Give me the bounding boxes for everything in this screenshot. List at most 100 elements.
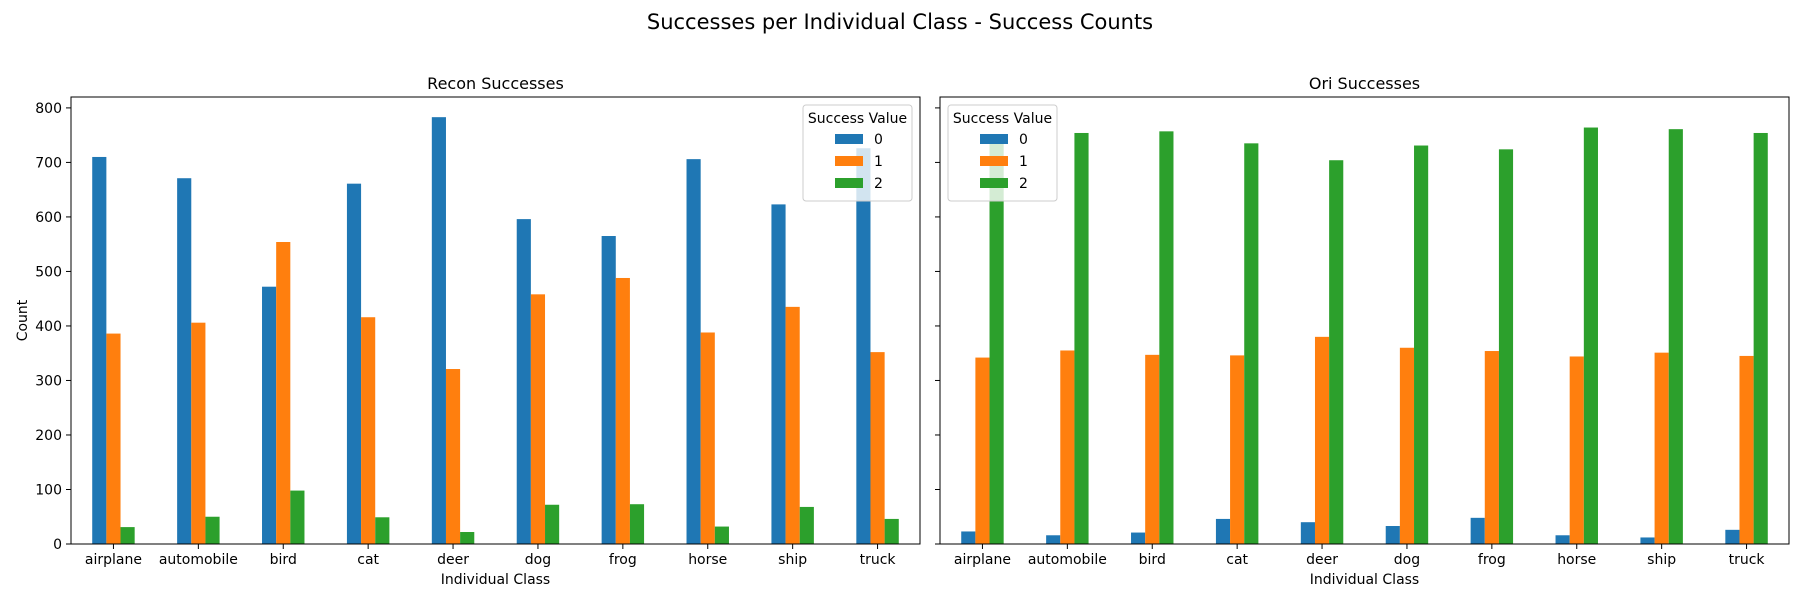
x-axis-label: Individual Class (441, 572, 550, 588)
x-tick-label: airplane (954, 552, 1011, 568)
legend-box (802, 104, 913, 202)
chart-panel-0: Recon Successes 0 100 200 300 400 500 600 700 800… (15, 74, 921, 588)
bar-1-dog (530, 294, 546, 544)
bar-2-cat (1244, 143, 1259, 544)
x-tick-label: automobile (159, 552, 238, 568)
bar-1-bird (276, 242, 291, 544)
y-tick-label: 600 (35, 210, 62, 226)
bar-0-airplane (961, 531, 976, 544)
axes-title: Recon Successes (427, 74, 564, 93)
x-tick-label: ship (778, 552, 807, 568)
bar-1-horse (1569, 356, 1584, 544)
bar-2-airplane (120, 527, 135, 544)
bar-1-dog (1399, 347, 1415, 544)
bar-1-deer (1314, 336, 1330, 544)
bar-2-deer (1329, 160, 1344, 545)
bar-2-airplane (989, 137, 1004, 544)
y-tick-label: 700 (35, 155, 62, 171)
bar-0-cat (1215, 518, 1231, 544)
x-tick-label: bird (1139, 552, 1166, 568)
bar-2-deer (460, 532, 475, 544)
x-tick-label: frog (609, 552, 637, 568)
legend: Success Value 0 1 2 (802, 104, 913, 202)
bar-0-truck (1725, 529, 1740, 544)
chart-panel-1: Ori Successes airplane automobile bird cat de… (935, 74, 1790, 588)
legend-label-0: 0 (1019, 132, 1028, 148)
legend-label-2: 2 (874, 176, 883, 192)
bar-2-dog (545, 504, 560, 544)
legend-swatch-1 (835, 156, 863, 166)
legend-swatch-2 (980, 178, 1008, 188)
bar-2-ship (1668, 129, 1683, 544)
legend-swatch-0 (980, 134, 1008, 144)
bar-1-horse (700, 332, 715, 544)
x-tick-label: dog (1394, 552, 1420, 568)
bar-2-cat (375, 517, 390, 544)
x-tick-label: truck (860, 552, 897, 568)
bar-1-automobile (1060, 350, 1075, 544)
figure-title: Successes per Individual Class - Success… (647, 10, 1153, 34)
legend-title: Success Value (808, 111, 907, 127)
legend-label-1: 1 (874, 154, 883, 170)
x-tick-label: truck (1729, 552, 1766, 568)
bar-1-ship (785, 306, 800, 544)
bar-0-horse (686, 159, 701, 544)
legend-label-1: 1 (1019, 154, 1028, 170)
x-tick-label: automobile (1028, 552, 1107, 568)
bar-1-deer (445, 369, 461, 544)
bar-1-bird (1145, 354, 1160, 544)
bar-2-frog (629, 504, 645, 544)
y-tick-label: 400 (35, 319, 62, 335)
x-tick-label: cat (1226, 552, 1248, 568)
bar-1-cat (361, 317, 376, 544)
x-tick-label: dog (525, 552, 551, 568)
legend-swatch-2 (835, 178, 863, 188)
bar-2-horse (1583, 127, 1598, 544)
legend-box (947, 104, 1058, 202)
bar-1-frog (1484, 351, 1499, 544)
bar-2-horse (714, 526, 729, 544)
x-tick-label: airplane (85, 552, 142, 568)
y-tick-label: 100 (35, 482, 62, 498)
legend-label-0: 0 (874, 132, 883, 148)
bar-2-automobile (205, 516, 220, 544)
axes-frame (70, 96, 921, 545)
bar-2-dog (1414, 145, 1429, 544)
bar-2-bird (1159, 131, 1174, 544)
legend-title: Success Value (953, 111, 1052, 127)
legend-swatch-0 (835, 134, 863, 144)
bar-0-frog (1470, 517, 1485, 544)
bar-2-frog (1498, 149, 1514, 544)
x-tick-label: horse (688, 552, 727, 568)
x-tick-label: bird (270, 552, 297, 568)
bar-0-dog (1385, 526, 1400, 544)
y-tick-label: 800 (35, 101, 62, 117)
bar-1-airplane (106, 333, 121, 544)
bar-0-bird (262, 286, 277, 544)
bar-0-cat (346, 183, 362, 545)
x-tick-label: deer (1306, 552, 1338, 568)
bar-0-ship (1640, 537, 1655, 544)
bar-0-deer (1300, 522, 1315, 544)
x-tick-label: horse (1557, 552, 1596, 568)
bar-0-ship (771, 204, 786, 544)
legend: Success Value 0 1 2 (947, 104, 1058, 202)
bar-0-airplane (92, 156, 107, 544)
bar-2-truck (884, 518, 899, 544)
bar-0-truck (856, 148, 871, 545)
bar-1-automobile (191, 322, 206, 544)
x-axis-label: Individual Class (1310, 572, 1419, 588)
bar-1-cat (1230, 355, 1245, 544)
bar-1-airplane (975, 357, 990, 544)
bar-1-frog (615, 277, 630, 544)
y-tick-label: 500 (35, 264, 62, 280)
bar-2-bird (290, 490, 305, 544)
x-tick-label: cat (357, 552, 379, 568)
bar-2-ship (799, 506, 814, 544)
bar-0-automobile (1046, 535, 1061, 544)
legend-swatch-1 (980, 156, 1008, 166)
y-tick-label: 300 (35, 373, 62, 389)
bar-2-truck (1753, 132, 1768, 545)
legend-label-2: 2 (1019, 176, 1028, 192)
